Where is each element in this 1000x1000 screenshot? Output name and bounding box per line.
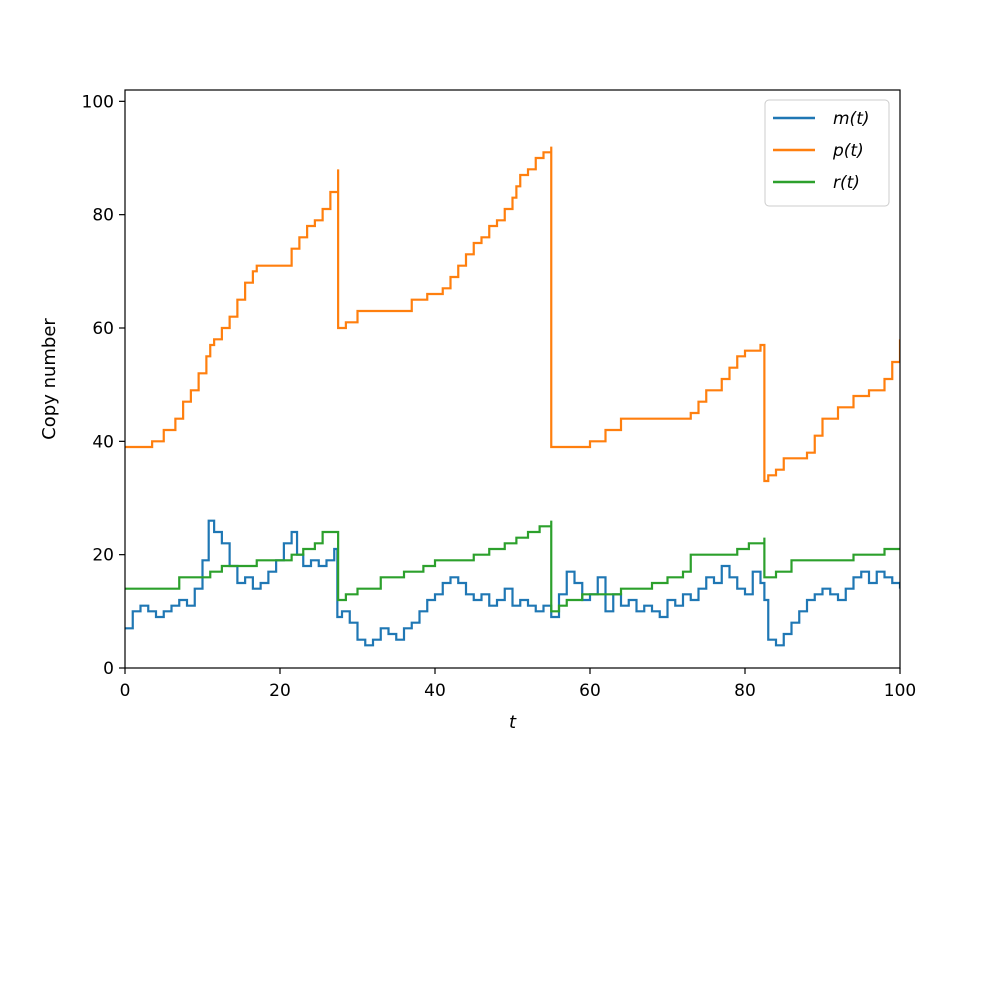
- x-tick-label: 0: [120, 681, 131, 701]
- x-axis-label: t: [509, 712, 517, 733]
- legend-label: r(t): [833, 173, 860, 193]
- y-tick-label: 20: [92, 546, 114, 566]
- series-line-1: [125, 519, 900, 647]
- x-tick-label: 80: [734, 681, 756, 701]
- y-tick-label: 0: [103, 659, 114, 679]
- legend-label: p(t): [832, 141, 864, 161]
- x-tick-label: 40: [424, 681, 446, 701]
- x-tick-label: 20: [269, 681, 291, 701]
- legend-box: [764, 99, 890, 207]
- x-tick-label: 60: [579, 681, 601, 701]
- y-axis-label: Copy number: [39, 318, 60, 440]
- y-tick-label: 80: [92, 206, 114, 226]
- y-tick-label: 100: [82, 92, 114, 112]
- series-line-3: [125, 520, 900, 613]
- legend: m(t) p(t) r(t): [764, 99, 890, 207]
- x-tick-label: 100: [884, 681, 916, 701]
- ticks-layer: 0 20 40 60 80 100 0 20 40 60 80 100: [82, 92, 917, 701]
- series-line-2: [125, 146, 900, 483]
- axes-frame: [124, 89, 901, 669]
- y-tick-label: 40: [92, 432, 114, 452]
- series-layer: [125, 146, 900, 647]
- y-tick-label: 60: [92, 319, 114, 339]
- legend-label: m(t): [833, 109, 870, 129]
